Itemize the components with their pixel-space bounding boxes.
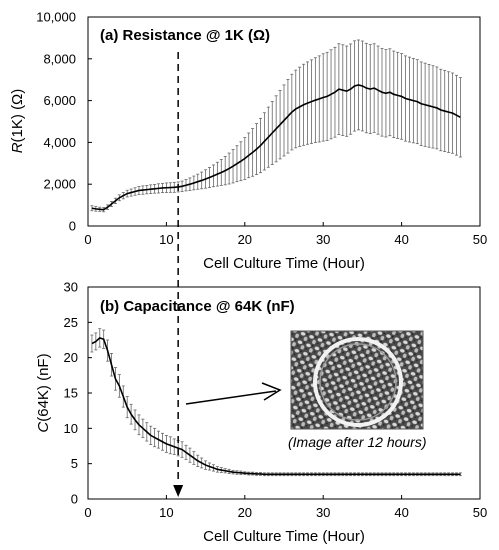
y-tick-label: 0 — [69, 219, 76, 234]
x-tick-label: 10 — [159, 505, 173, 520]
y-axis-label-a-symbol: R — [9, 142, 26, 153]
y-axis-ticks-a: 0 2,000 4,000 6,000 8,000 10,000 — [36, 10, 92, 234]
x-axis-ticks-a: 0 10 20 30 40 50 — [84, 222, 487, 247]
x-tick-label: 50 — [473, 232, 487, 247]
x-tick-label: 50 — [473, 505, 487, 520]
x-axis-label-a: Cell Culture Time (Hour) — [203, 255, 365, 272]
x-tick-label: 30 — [316, 232, 330, 247]
y-axis-label-a-rest: (1K) (Ω) — [9, 89, 26, 143]
x-tick-label: 30 — [316, 505, 330, 520]
y-tick-label: 0 — [71, 492, 78, 507]
time-marker-arrowhead — [173, 485, 184, 497]
x-tick-label: 40 — [394, 232, 408, 247]
plot-frame-a — [87, 16, 481, 227]
y-axis-label-b: C(64K) (nF) — [35, 353, 52, 432]
image-caption: (Image after 12 hours) — [288, 434, 427, 450]
resistance-series-line — [91, 84, 461, 211]
y-tick-label: 25 — [64, 315, 78, 330]
panel-title-a: (a) Resistance @ 1K (Ω) — [100, 27, 270, 44]
y-tick-label: 20 — [64, 350, 78, 365]
y-axis-label-a: R(1K) (Ω) — [9, 89, 26, 154]
y-tick-label: 15 — [64, 386, 78, 401]
x-tick-label: 0 — [84, 505, 91, 520]
x-tick-label: 20 — [238, 232, 252, 247]
annotation-arrow-head — [261, 382, 282, 401]
y-axis-label-b-rest: (64K) (nF) — [35, 353, 52, 421]
x-axis-ticks-b: 0 10 20 30 40 50 — [84, 495, 487, 520]
panel-title-b: (b) Capacitance @ 64K (nF) — [100, 298, 295, 315]
y-tick-label: 4,000 — [43, 135, 76, 150]
y-tick-label: 10,000 — [36, 10, 76, 25]
error-bars-a — [90, 39, 462, 213]
capacitance-panel: 0 5 10 15 20 25 30 0 10 20 30 40 50 (b) Capacitance… — [35, 280, 487, 546]
x-tick-label: 20 — [238, 505, 252, 520]
y-axis-ticks-b: 0 5 10 15 20 25 30 — [64, 280, 92, 507]
y-tick-label: 8,000 — [43, 51, 76, 66]
y-axis-label-b-symbol: C — [35, 422, 52, 433]
cell-micrograph-image — [290, 330, 424, 430]
x-tick-label: 0 — [84, 232, 91, 247]
y-tick-label: 30 — [64, 280, 78, 295]
y-tick-label: 2,000 — [43, 177, 76, 192]
x-axis-label-b: Cell Culture Time (Hour) — [203, 528, 365, 545]
x-tick-label: 40 — [394, 505, 408, 520]
y-tick-label: 10 — [64, 421, 78, 436]
annotation-arrow-line — [185, 390, 277, 405]
capacitance-series-line — [91, 336, 461, 476]
y-tick-label: 6,000 — [43, 93, 76, 108]
x-tick-label: 10 — [159, 232, 173, 247]
y-tick-label: 5 — [71, 456, 78, 471]
